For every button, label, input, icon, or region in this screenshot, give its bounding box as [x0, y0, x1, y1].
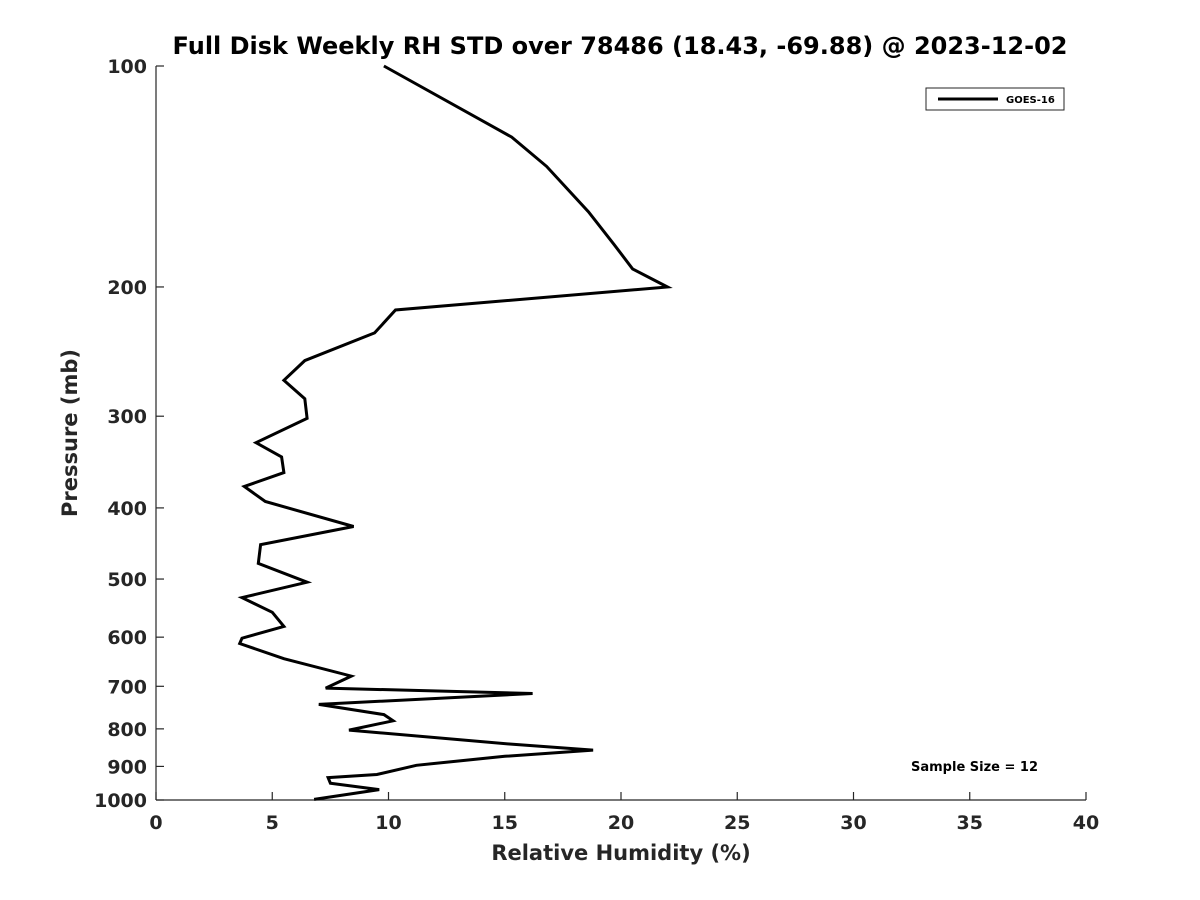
- x-tick-label: 30: [840, 812, 866, 834]
- y-axis-label: Pressure (mb): [58, 349, 82, 517]
- x-tick-label: 35: [957, 812, 983, 834]
- y-tick-label: 600: [107, 627, 147, 649]
- series-layer: [237, 64, 673, 801]
- x-axis-label: Relative Humidity (%): [491, 841, 750, 865]
- sample-size-annotation: Sample Size = 12: [911, 760, 1038, 775]
- x-tick-label: 40: [1073, 812, 1099, 834]
- x-tick-label: 10: [375, 812, 401, 834]
- y-tick-label: 400: [107, 498, 147, 520]
- y-axis-ticks: 100 200 300 400 500 600 700 800 900 1000: [94, 56, 164, 812]
- x-tick-label: 25: [724, 812, 750, 834]
- y-tick-label: 900: [107, 756, 147, 778]
- y-tick-label: 1000: [94, 790, 147, 812]
- y-tick-label: 800: [107, 719, 147, 741]
- y-tick-label: 200: [107, 277, 147, 299]
- x-tick-label: 0: [149, 812, 162, 834]
- legend-label: GOES-16: [1006, 95, 1055, 106]
- y-tick-label: 700: [107, 676, 147, 698]
- x-tick-label: 20: [608, 812, 634, 834]
- y-tick-label: 300: [107, 406, 147, 428]
- y-tick-label: 100: [107, 56, 147, 78]
- x-tick-label: 5: [266, 812, 279, 834]
- series-line: [237, 64, 673, 801]
- plot-area: [155, 66, 1086, 801]
- x-tick-label: 15: [492, 812, 518, 834]
- y-tick-label: 500: [107, 569, 147, 591]
- chart-title: Full Disk Weekly RH STD over 78486 (18.4…: [173, 32, 1068, 60]
- x-axis-ticks: 0 5 10 15 20 25 30 35 40: [149, 792, 1099, 834]
- legend: GOES-16: [925, 87, 1065, 111]
